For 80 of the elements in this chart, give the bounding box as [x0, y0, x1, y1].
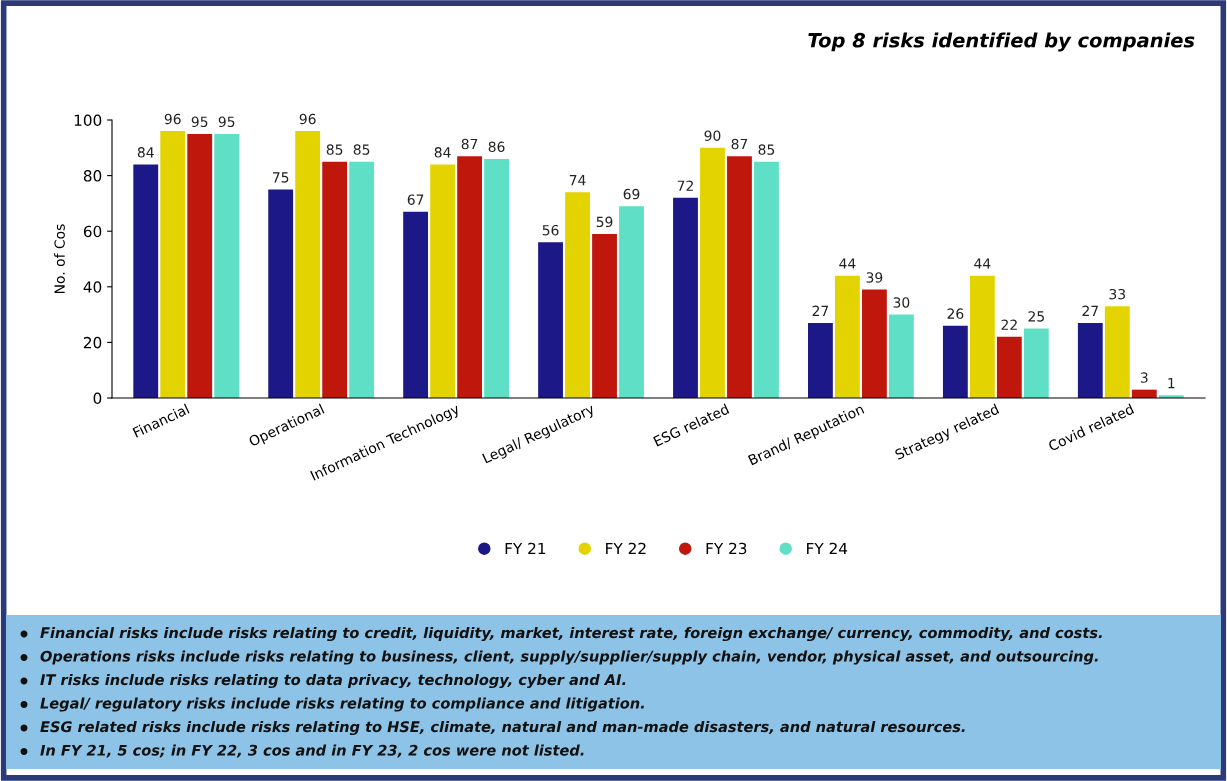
bar: [1077, 322, 1103, 398]
bar: [430, 164, 456, 398]
text: Operations risks include risks relating to business, client, supply/supplier/supply chain, vendor, physical asset, and outsourcing.: [40, 650, 1098, 665]
chart-title: Top 8 risks identified by companies: [808, 32, 1195, 52]
bar: [403, 211, 429, 398]
bar: [538, 242, 563, 398]
data-label: 44: [839, 258, 856, 269]
data-label: 87: [731, 138, 748, 150]
legend-label: FY 24: [807, 542, 848, 555]
data-label: 59: [596, 216, 613, 228]
legend-label: FY 22: [606, 542, 646, 555]
data-label: 96: [299, 113, 316, 125]
data-label: 95: [191, 116, 208, 128]
bar: [808, 322, 833, 398]
y-tick-label: 40: [83, 281, 102, 293]
data-label: 96: [164, 113, 181, 125]
bar: [295, 131, 321, 398]
y-tick-label: 80: [83, 170, 102, 182]
data-label: 87: [461, 138, 478, 150]
data-label: 75: [272, 172, 289, 183]
legend-label: FY 23: [706, 542, 747, 555]
bar: [996, 336, 1022, 398]
bar: [754, 161, 779, 398]
data-label: 84: [434, 147, 451, 158]
data-label: 44: [974, 258, 991, 269]
y-tick-label: 100: [74, 114, 102, 127]
data-label: 56: [542, 224, 559, 236]
bar: [484, 158, 509, 398]
data-label: 74: [569, 175, 586, 186]
legend-label: FY 21: [505, 542, 546, 555]
bar: [187, 133, 213, 398]
data-label: 84: [137, 147, 154, 158]
bar: [861, 289, 887, 398]
bar: [1104, 306, 1130, 398]
bar: [835, 275, 860, 398]
bar: [268, 189, 294, 398]
bar: [1023, 328, 1049, 398]
data-label: 95: [218, 116, 235, 128]
data-label: 69: [623, 188, 640, 200]
data-label: 72: [677, 180, 693, 191]
bar: [727, 156, 752, 398]
data-label: 39: [866, 272, 883, 283]
bar: [322, 161, 348, 398]
data-label: 25: [1028, 311, 1044, 322]
data-label: 85: [326, 144, 343, 155]
text: IT risks include risks relating to data privacy, technology, cyber and AI.: [40, 673, 626, 689]
data-label: 27: [812, 305, 829, 316]
data-label: 90: [704, 130, 721, 141]
bar: [592, 233, 617, 398]
bar: [457, 156, 482, 398]
y-tick-label: 0: [93, 392, 102, 405]
text: In FY 21, 5 cos; in FY 22, 3 cos and in FY 23, 2 cos were not listed.: [40, 744, 584, 758]
data-label: 30: [893, 297, 910, 308]
y-tick-label: 20: [83, 336, 102, 349]
data-label: 85: [353, 144, 370, 155]
bar: [673, 197, 698, 398]
text: Financial risks include risks relating to credit, liquidity, market, interest rate, foreign exchange/ currency, commodity, and costs.: [40, 626, 1102, 642]
data-label: 1: [1168, 378, 1175, 389]
data-label: 22: [1001, 319, 1017, 330]
y-axis-title: No. of Cos: [54, 224, 65, 293]
bar: [942, 325, 968, 398]
text: Legal/ regulatory risks include risks relating to compliance and litigation.: [40, 697, 644, 712]
bar: [160, 131, 186, 398]
bar: [888, 314, 914, 398]
data-label: 3: [1140, 372, 1148, 383]
data-label: 26: [947, 308, 964, 319]
y-tick-label: 60: [83, 225, 102, 238]
bar: [565, 192, 590, 398]
text: ESG related risks include risks relating to HSE, climate, natural and man-made disasters, and natural resources.: [40, 720, 965, 736]
data-label: 85: [758, 144, 775, 155]
data-label: 27: [1082, 305, 1098, 316]
bar: [349, 161, 375, 398]
bar: [214, 133, 240, 398]
data-label: 33: [1109, 288, 1126, 300]
data-label: 67: [407, 194, 424, 205]
data-label: 86: [488, 141, 505, 153]
bar: [969, 275, 995, 398]
bar: [619, 206, 644, 398]
bar: [700, 147, 725, 398]
bar: [133, 164, 159, 398]
